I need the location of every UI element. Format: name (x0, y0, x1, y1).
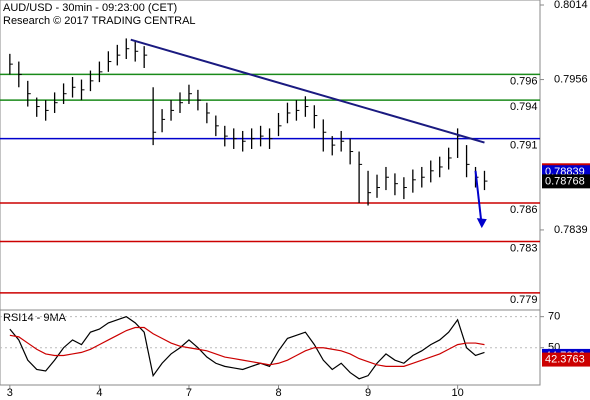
rsi-title: RSI14 - 9MA (3, 312, 67, 324)
x-tick-label: 10 (451, 387, 463, 399)
level-label: 0.794 (510, 101, 538, 113)
rsi-line (9, 315, 485, 380)
rsi-tick-label: 70 (548, 311, 560, 323)
y-tick-label: 0.8014 (554, 0, 588, 11)
trend-line (130, 38, 485, 144)
y-tick-label: 0.7839 (554, 224, 588, 236)
rsi-tag-label: 42.3763 (545, 353, 585, 365)
level-label: 0.783 (510, 242, 538, 254)
chart-subtitle: Research © 2017 TRADING CENTRAL (3, 15, 196, 27)
level-label: 0.791 (510, 140, 538, 152)
x-tick-label: 7 (186, 387, 192, 399)
price-tag (542, 174, 590, 189)
price-tag-label: 0.78768 (545, 175, 585, 187)
arrow-shaft (474, 170, 483, 227)
arrow-head (476, 218, 487, 229)
level-label: 0.796 (510, 75, 538, 87)
plot-frame (0, 0, 541, 386)
x-tick-label: 8 (275, 387, 281, 399)
level-label: 0.779 (510, 294, 538, 306)
rsi-line (9, 326, 485, 367)
x-tick-label: 9 (365, 387, 371, 399)
x-tick-label: 3 (7, 387, 13, 399)
x-tick-label: 4 (96, 387, 102, 399)
rsi-tag (542, 352, 590, 367)
chart-title: AUD/USD - 30min - 09:23:00 (CET) (3, 2, 177, 14)
level-label: 0.786 (510, 204, 538, 216)
y-tick-label: 0.7956 (554, 73, 588, 85)
